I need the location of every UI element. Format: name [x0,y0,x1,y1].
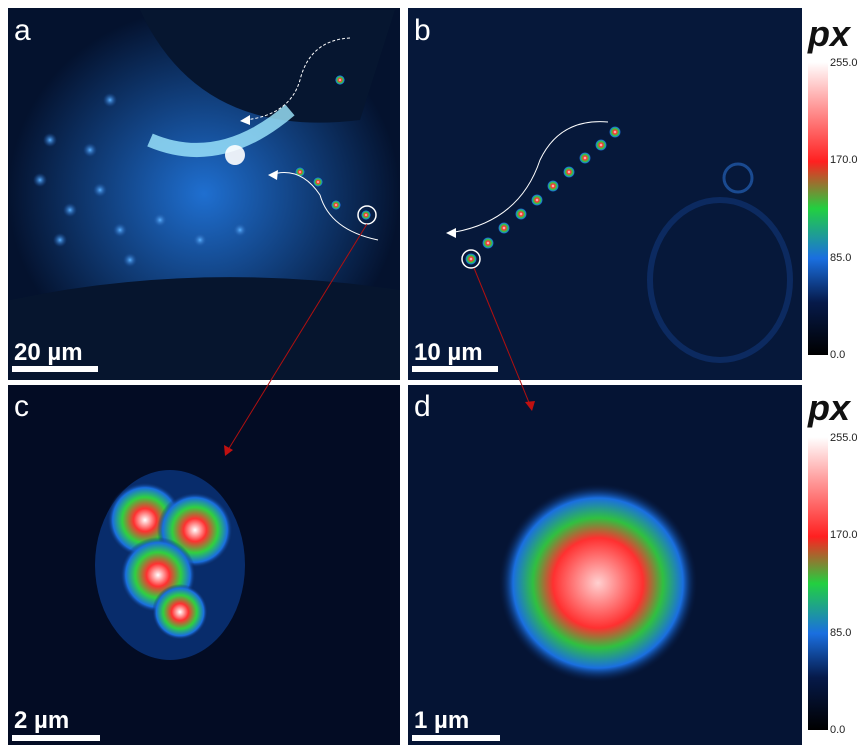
scale-bar-label: 1 µm [414,707,469,734]
scale-bar-label: 2 µm [14,707,69,734]
colorbar-title: px [807,13,852,54]
colorbar: px 255.0 170.0 85.0 0.0 [807,387,858,736]
panel-c: c 2 µm [8,385,400,745]
hotspot [225,145,245,165]
panel-label: b [414,14,431,47]
colorbar: px 255.0 170.0 85.0 0.0 [807,13,858,361]
panel-d: d 1 µm [408,385,802,745]
colorbar-tick: 170.0 [830,154,858,166]
colorbar-tick: 85.0 [830,627,851,639]
scale-bar-label: 10 µm [414,339,483,366]
colorbar-tick: 255.0 [830,57,858,69]
scale-bar-label: 20 µm [14,339,83,366]
panel-label: c [14,390,29,423]
particle [498,483,698,683]
colorbar-scale [808,437,828,730]
panel-a: a 20 µm [8,8,400,380]
image [408,8,802,380]
colorbar-tick: 85.0 [830,252,851,264]
colorbar-tick: 0.0 [830,349,845,361]
colorbar-tick: 170.0 [830,529,858,541]
panel-b: b 10 µm [408,8,802,380]
scale-bar [12,735,100,741]
scale-bar [412,366,498,372]
colorbar-tick: 0.0 [830,724,845,736]
scale-bar [412,735,500,741]
colorbar-title: px [807,387,852,428]
panel-label: a [14,14,31,47]
panel-label: d [414,390,431,423]
scale-bar [12,366,98,372]
colorbar-scale [808,62,828,355]
figure: a 20 µm b 10 µm px 255.0 170.0 85.0 0.0 … [0,0,858,745]
colorbar-tick: 255.0 [830,432,858,444]
